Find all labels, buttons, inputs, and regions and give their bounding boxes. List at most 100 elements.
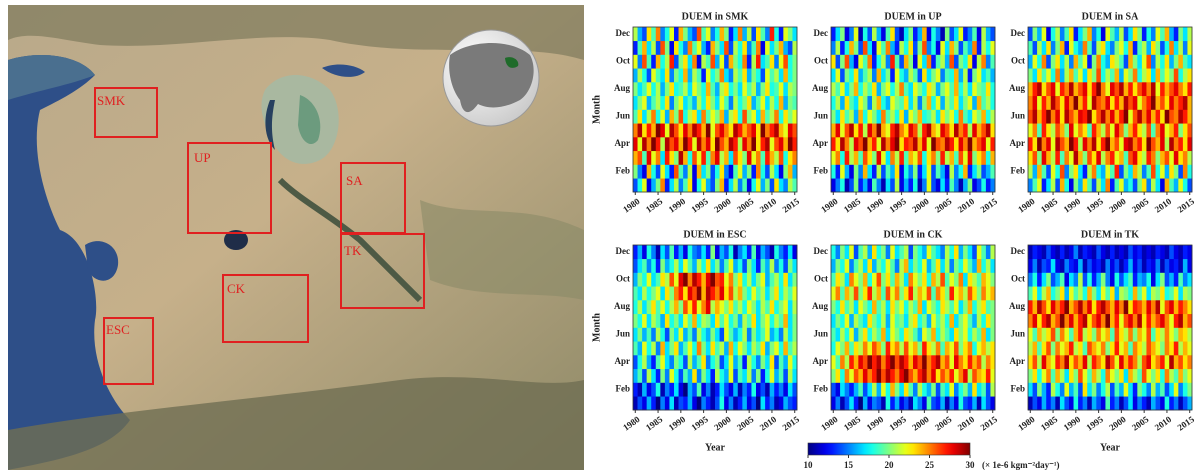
heatmap-cell bbox=[701, 123, 706, 137]
heatmap-cell bbox=[647, 369, 652, 383]
heatmap-cell bbox=[899, 123, 904, 137]
heatmap-cell bbox=[706, 27, 711, 41]
heatmap-cell bbox=[742, 245, 747, 259]
heatmap-cell bbox=[963, 245, 968, 259]
heatmap-cell bbox=[963, 341, 968, 355]
y-tick-label: Aug bbox=[1009, 301, 1026, 311]
heatmap-cell bbox=[779, 355, 784, 369]
heatmap-cell bbox=[949, 314, 954, 328]
heatmap-cell bbox=[701, 165, 706, 179]
heatmap-cell bbox=[845, 300, 850, 314]
heatmap-cell bbox=[840, 396, 845, 410]
heatmap-cell bbox=[904, 314, 909, 328]
heatmap-cell bbox=[770, 314, 775, 328]
heatmap-cell bbox=[899, 383, 904, 397]
heatmap-cell bbox=[733, 82, 738, 96]
heatmap-cell bbox=[1060, 396, 1065, 410]
y-tick-label: Feb bbox=[1011, 165, 1026, 175]
region-label: ESC bbox=[106, 322, 130, 337]
heatmap-cell bbox=[840, 110, 845, 124]
heatmap-cell bbox=[922, 55, 927, 69]
y-tick-label: Dec bbox=[814, 246, 829, 256]
heatmap-cell bbox=[931, 41, 936, 55]
heatmap-cell bbox=[1074, 273, 1079, 287]
heatmap-cell bbox=[963, 273, 968, 287]
heatmap-cell bbox=[867, 341, 872, 355]
heatmap-cell bbox=[863, 151, 868, 165]
heatmap-cell bbox=[697, 369, 702, 383]
heatmap-cell bbox=[724, 286, 729, 300]
heatmap-cell bbox=[954, 396, 959, 410]
heatmap-cell bbox=[638, 55, 643, 69]
heatmap-cell bbox=[638, 328, 643, 342]
heatmap-cell bbox=[977, 383, 982, 397]
heatmap-cell bbox=[972, 259, 977, 273]
heatmap-cell bbox=[1133, 137, 1138, 151]
heatmap-cell bbox=[1074, 55, 1079, 69]
heatmap-cell bbox=[724, 245, 729, 259]
heatmap-cell bbox=[1115, 123, 1120, 137]
heatmap-cell bbox=[949, 55, 954, 69]
heatmap-cell bbox=[1060, 55, 1065, 69]
heatmap-cell bbox=[922, 165, 927, 179]
heatmap-cell bbox=[765, 259, 770, 273]
heatmap-cell bbox=[642, 383, 647, 397]
heatmap-cell bbox=[724, 328, 729, 342]
heatmap-cell bbox=[954, 259, 959, 273]
heatmap-cell bbox=[692, 137, 697, 151]
heatmap-cell bbox=[1165, 110, 1170, 124]
heatmap-cell bbox=[1187, 151, 1192, 165]
heatmap-cell bbox=[1055, 123, 1060, 137]
heatmap-cell bbox=[1096, 178, 1101, 192]
heatmap-cell bbox=[877, 286, 882, 300]
heatmap-cell bbox=[720, 178, 725, 192]
heatmap-cell bbox=[792, 55, 797, 69]
heatmap-cell bbox=[899, 273, 904, 287]
heatmap-cell bbox=[1105, 178, 1110, 192]
heatmap-cell bbox=[986, 396, 991, 410]
heatmap-cell bbox=[774, 355, 779, 369]
heatmap-cell bbox=[1174, 341, 1179, 355]
heatmap-cell bbox=[742, 123, 747, 137]
heatmap-cell bbox=[660, 82, 665, 96]
heatmap-cell bbox=[1028, 369, 1033, 383]
heatmap-cell bbox=[1142, 341, 1147, 355]
heatmap-cell bbox=[633, 55, 638, 69]
heatmap-cell bbox=[959, 259, 964, 273]
y-tick-label: Feb bbox=[814, 383, 829, 393]
heatmap-cell bbox=[904, 178, 909, 192]
heatmap-cell bbox=[877, 68, 882, 82]
y-tick-label: Oct bbox=[814, 273, 828, 283]
heatmap-cell bbox=[908, 383, 913, 397]
heatmap-cell bbox=[1028, 245, 1033, 259]
heatmap-cell bbox=[720, 273, 725, 287]
heatmap-cell bbox=[936, 151, 941, 165]
heatmap-cell bbox=[710, 96, 715, 110]
heatmap-cell bbox=[1069, 27, 1074, 41]
heatmap-cell bbox=[1178, 82, 1183, 96]
heatmap-cell bbox=[1119, 328, 1124, 342]
heatmap-cell bbox=[1124, 355, 1129, 369]
heatmap-cell bbox=[1087, 165, 1092, 179]
heatmap-cell bbox=[922, 273, 927, 287]
heatmap-cell bbox=[945, 300, 950, 314]
heatmap-cell bbox=[908, 68, 913, 82]
heatmap-cell bbox=[774, 96, 779, 110]
heatmap-cell bbox=[1115, 286, 1120, 300]
heatmap-cell bbox=[733, 355, 738, 369]
heatmap-cell bbox=[840, 245, 845, 259]
heatmap-cell bbox=[858, 96, 863, 110]
heatmap-cell bbox=[1037, 68, 1042, 82]
x-tick-label: 2015 bbox=[781, 196, 802, 215]
heatmap-cell bbox=[872, 328, 877, 342]
heatmap-cell bbox=[770, 68, 775, 82]
heatmap-cell bbox=[877, 341, 882, 355]
heatmap-cell bbox=[1037, 369, 1042, 383]
heatmap-cell bbox=[729, 137, 734, 151]
heatmap-cell bbox=[908, 110, 913, 124]
heatmap-cell bbox=[1124, 82, 1129, 96]
heatmap-cell bbox=[792, 396, 797, 410]
heatmap-cell bbox=[840, 328, 845, 342]
heatmap-cell bbox=[867, 383, 872, 397]
heatmap-cell bbox=[1165, 314, 1170, 328]
